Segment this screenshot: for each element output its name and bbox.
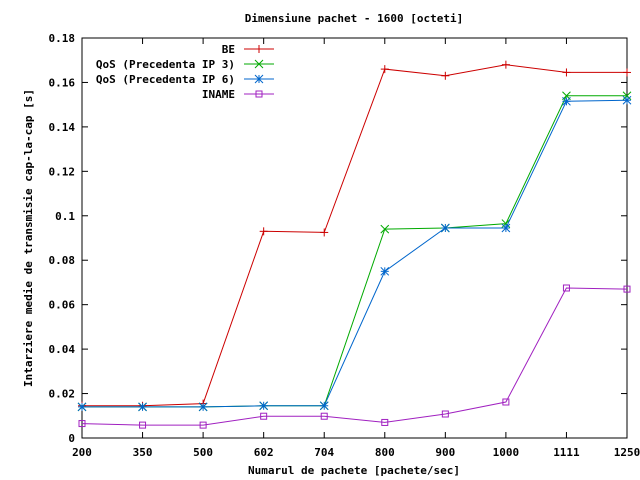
series-line-3 (81, 287, 628, 426)
data-point (77, 402, 87, 412)
data-point (622, 95, 632, 105)
legend-marker (255, 45, 263, 53)
data-point (380, 224, 390, 234)
data-point (199, 421, 207, 429)
data-point (381, 418, 389, 426)
x-tick-label: 900 (435, 446, 455, 459)
legend-marker (254, 74, 264, 84)
series-line-0 (82, 64, 627, 407)
data-point (380, 65, 389, 74)
data-point (198, 402, 208, 412)
data-point (501, 223, 511, 233)
data-point (138, 402, 147, 412)
legend-marker (255, 90, 263, 98)
data-point (502, 398, 510, 406)
x-axis: 200 350 500 602 704 800 900 1000 1111 1250 (72, 38, 640, 459)
y-tick-label: 0.14 (49, 121, 76, 134)
series-line-1 (82, 95, 627, 408)
y-tick-label: 0.08 (49, 254, 76, 267)
y-tick-label: 0.02 (49, 388, 76, 401)
series-line-2 (82, 99, 628, 408)
x-tick-label: 800 (375, 446, 395, 459)
x-tick-label: 350 (133, 446, 153, 459)
data-point (562, 284, 570, 292)
x-tick-label: 500 (193, 446, 213, 459)
legend-marker (254, 59, 264, 69)
y-tick-label: 0 (68, 432, 75, 445)
y-axis-label: Intarziere medie de transmisie cap-la-ca… (22, 89, 35, 387)
x-tick-label: 704 (314, 446, 334, 459)
data-point (259, 401, 269, 411)
x-tick-label: 1111 (553, 446, 580, 459)
data-point (320, 228, 329, 237)
chart-title: Dimensiune pachet - 1600 [octeti] (245, 12, 464, 25)
legend-label: QoS (Precedenta IP 3) (96, 58, 235, 71)
data-point (562, 96, 571, 106)
y-tick-label: 0.1 (55, 210, 75, 223)
legend-label: QoS (Precedenta IP 6) (96, 73, 235, 86)
y-tick-label: 0.06 (49, 299, 76, 312)
x-tick-label: 602 (254, 446, 274, 459)
y-tick-label: 0.04 (49, 343, 76, 356)
data-point (441, 410, 449, 418)
x-tick-label: 200 (72, 446, 92, 459)
data-point (260, 412, 268, 420)
plot-area-border (81, 37, 628, 439)
data-point (259, 227, 268, 236)
data-point (622, 91, 632, 101)
legend-label: BE (222, 43, 235, 56)
data-point (501, 219, 511, 228)
data-point (562, 68, 571, 77)
data-point (623, 68, 631, 77)
y-tick-label: 0.16 (49, 76, 76, 89)
data-point (441, 71, 450, 80)
y-axis: 0 0.02 0.04 0.06 0.08 0.1 0.12 0.14 0.16 0.18 (49, 32, 627, 445)
x-tick-label: 1250 (614, 446, 640, 459)
legend: BE QoS (Precedenta IP 3) QoS (Precedenta I… (96, 43, 274, 101)
x-tick-label: 1000 (493, 446, 520, 459)
data-point (320, 412, 328, 420)
x-axis-label: Numarul de pachete [pachete/sec] (248, 464, 460, 477)
data-point (319, 401, 329, 411)
legend-label: INAME (202, 88, 235, 101)
data-point (623, 285, 631, 293)
data-point (380, 266, 390, 276)
data-point (440, 223, 450, 233)
data-point (78, 420, 86, 428)
data-point (139, 421, 147, 429)
y-tick-label: 0.18 (49, 32, 76, 45)
series-layer (77, 60, 632, 429)
data-point (501, 60, 510, 69)
y-tick-label: 0.12 (49, 165, 76, 178)
